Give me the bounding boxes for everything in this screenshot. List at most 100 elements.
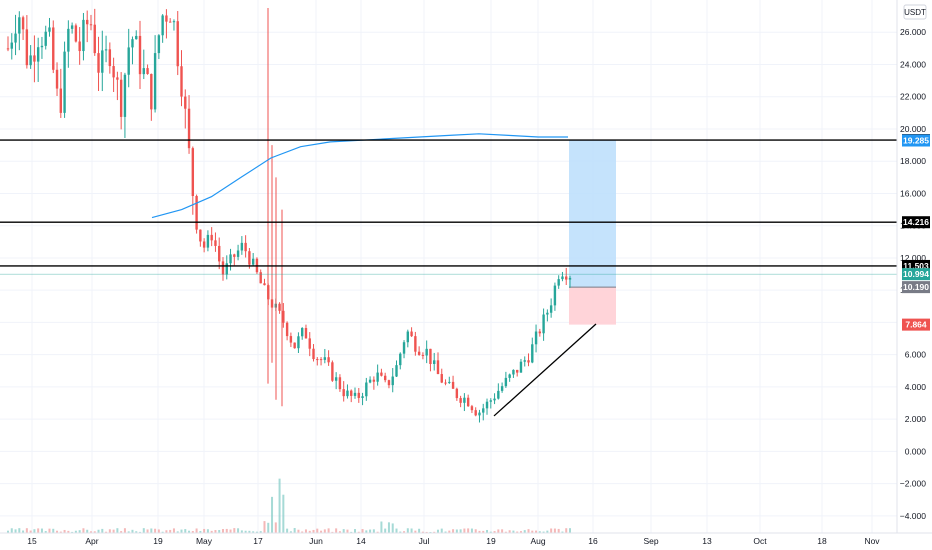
volume-bar — [161, 531, 164, 533]
volume-bar — [169, 529, 172, 533]
volume-bar — [561, 531, 564, 533]
volume-bar — [538, 531, 541, 533]
candle-body — [323, 357, 327, 360]
candle-body — [350, 390, 353, 396]
volume-bar — [214, 530, 217, 533]
candle-body — [221, 261, 225, 275]
candle-body — [546, 312, 549, 315]
candle-body — [504, 377, 508, 387]
currency-badge — [903, 4, 927, 20]
volume-bar — [52, 528, 55, 533]
x-tick-label: Nov — [864, 536, 880, 546]
volume-bar — [452, 529, 455, 533]
price-tag — [902, 134, 930, 147]
candle-body — [542, 314, 545, 334]
volume-bar — [229, 529, 232, 533]
price-axis[interactable]: USDT −4.000−2.0000.0002.0004.0006.0008.0… — [896, 0, 927, 533]
candle-body — [448, 381, 451, 383]
candle-body — [104, 49, 108, 51]
volume-bar — [410, 528, 413, 533]
x-tick-label: 19 — [153, 536, 163, 546]
y-tick-label: 22.000 — [900, 92, 926, 102]
volume-bar — [97, 529, 100, 533]
price-tag — [902, 318, 930, 331]
candle-body — [512, 369, 515, 375]
ascending-trendline[interactable] — [493, 323, 597, 417]
candle-body — [101, 50, 104, 73]
candle-body — [18, 17, 21, 34]
candle-body — [78, 41, 81, 52]
volume-bar — [455, 529, 458, 533]
volume-bar — [195, 528, 198, 533]
volume-bar — [444, 531, 447, 533]
candle-body — [289, 336, 293, 343]
y-tick-label: 18.000 — [900, 156, 926, 166]
target-zone[interactable] — [569, 140, 616, 288]
volume-bar — [44, 531, 47, 533]
currency-label: USDT — [904, 8, 926, 17]
candle-body — [108, 49, 112, 67]
volume-bar — [101, 528, 104, 533]
volume-bar — [127, 531, 130, 533]
candle-body — [549, 305, 553, 313]
candle-body — [74, 25, 78, 42]
candle-body — [248, 251, 251, 265]
stop-zone[interactable] — [569, 287, 616, 325]
candle-body — [301, 328, 304, 337]
candle-body — [150, 73, 153, 110]
volume-bar — [391, 523, 394, 533]
candle-body — [515, 369, 519, 373]
candle-body — [327, 357, 330, 363]
candle-body — [229, 254, 232, 264]
time-axis[interactable]: 15 Apr 19 May 17 Jun 14 Jul 19 Aug 16 Sep 13 Oct 18 Nov — [0, 532, 932, 546]
volume-bar — [120, 531, 123, 533]
candle-body — [70, 25, 74, 29]
x-tick-label: 15 — [27, 536, 37, 546]
volume-bar — [105, 531, 108, 533]
x-tick-label: 17 — [253, 536, 263, 546]
candle-body — [338, 377, 342, 390]
candle-body — [425, 348, 428, 356]
candle-body — [168, 21, 172, 23]
horizontal-levels[interactable] — [0, 139, 897, 275]
volume-bar — [67, 530, 70, 533]
candle-body — [89, 24, 93, 26]
volume-bar — [157, 529, 160, 533]
candle-body — [353, 392, 357, 396]
price-tag-label: 7.864 — [905, 320, 927, 330]
volume-bar — [421, 531, 424, 533]
candle-body — [500, 386, 504, 391]
candle-body — [138, 35, 142, 75]
volume-bar — [369, 529, 372, 533]
x-tick-label: 13 — [702, 536, 712, 546]
candle-body — [153, 53, 157, 110]
candle-body — [165, 15, 168, 22]
volume-bar — [172, 528, 175, 533]
volume-bar — [7, 530, 9, 533]
volume-bar — [240, 530, 243, 533]
volume-bar — [403, 531, 406, 533]
volume-bar — [176, 531, 179, 533]
y-tick-label: 26.000 — [900, 27, 926, 37]
y-tick-label: −4.000 — [900, 511, 927, 521]
candle-body — [463, 397, 466, 403]
volume-bar — [440, 528, 443, 533]
candlestick-series — [6, 8, 572, 423]
volume-bar — [395, 528, 398, 533]
volume-bar — [350, 531, 353, 533]
volume-bar — [191, 531, 194, 533]
candle-body — [440, 374, 443, 383]
candle-body — [304, 328, 308, 339]
volume-bar — [565, 528, 568, 533]
volume-bar — [467, 528, 470, 533]
volume-bar — [542, 531, 545, 533]
volume-bar — [274, 522, 277, 533]
volume-bar — [25, 528, 28, 533]
candle-body — [48, 27, 51, 32]
long-position-tool[interactable] — [569, 140, 616, 325]
volume-bar — [553, 528, 556, 533]
candle-body — [417, 351, 421, 355]
volume-bar — [252, 531, 255, 533]
candle-body — [568, 277, 572, 280]
